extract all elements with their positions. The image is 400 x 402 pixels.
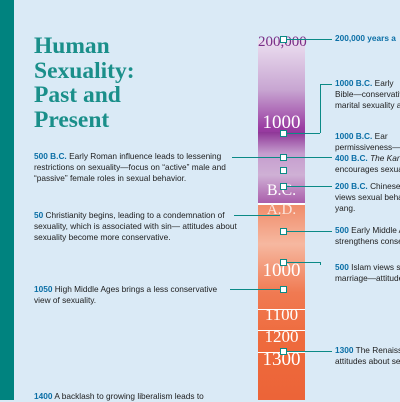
timeline-entry-right: 200,000 years a — [335, 33, 396, 44]
connector-line — [286, 157, 332, 158]
connector-line — [320, 84, 332, 85]
timeline-marker — [280, 286, 287, 293]
entry-text: A backlash to growing liberalism leads t… — [54, 391, 204, 401]
entry-text: strengthens conse — [335, 236, 400, 246]
entry-year: 50 — [34, 210, 44, 220]
timeline-divider — [258, 309, 305, 310]
timeline-segment-bc-ad-divider — [258, 203, 305, 205]
entry-year: 1000 B.C. — [335, 131, 373, 141]
timeline-entry-left: 1400 A backlash to growing liberalism le… — [34, 391, 204, 402]
timeline-entry-left: 500 B.C. Early Roman influence leads to … — [34, 151, 234, 184]
entry-text: marriage—attitude — [335, 273, 400, 283]
entry-text: Early — [374, 78, 394, 88]
entry-year: 1050 — [34, 284, 53, 294]
entry-text: Bible—conservativ — [335, 89, 400, 99]
entry-text: Islam views s — [351, 262, 400, 272]
timeline-label-1200: 1200 — [264, 327, 299, 346]
entry-year: 400 B.C. — [335, 153, 368, 163]
timeline-entry-right: 1300 The Renaiss attitudes about sex — [335, 345, 400, 367]
timeline-entry-left: 1050 High Middle Ages brings a less cons… — [34, 284, 234, 306]
entry-text: views sexual behav — [335, 192, 400, 202]
timeline-label-ad: A.D. — [266, 202, 297, 218]
connector-line — [232, 157, 280, 158]
timeline-entry-left: 50 Christianity begins, leading to a con… — [34, 210, 239, 243]
entry-text: permissiveness—m — [335, 142, 400, 152]
entry-text: The Renaiss — [355, 345, 400, 355]
left-accent-bar — [0, 0, 14, 400]
connector-line — [286, 186, 332, 187]
entry-year: 500 — [335, 225, 349, 235]
entry-text: attitudes about sex — [335, 356, 400, 366]
timeline-entry-right: 1000 B.C. Ear permissiveness—m — [335, 131, 400, 153]
connector-line — [286, 351, 332, 352]
timeline-label-1000bc: 1000 — [262, 112, 301, 133]
entry-text: Ear — [374, 131, 388, 141]
entry-year: 200 B.C. — [335, 181, 368, 191]
entry-text: High Middle Ages brings a less conservat… — [34, 284, 218, 305]
timeline-label-1300: 1300 — [262, 349, 301, 370]
connector-line — [320, 262, 321, 265]
connector-line — [234, 215, 280, 216]
connector-line — [286, 262, 320, 263]
entry-text: Early Roman influence leads to lessening… — [34, 151, 226, 183]
connector-line — [286, 231, 332, 232]
timeline-entry-right: 200 B.C. Chinese views sexual behav yang… — [335, 181, 400, 214]
entry-year: 500 — [335, 262, 349, 272]
timeline-entry-right: 500 Early Middle A strengthens conse — [335, 225, 400, 247]
timeline-marker — [280, 167, 287, 174]
timeline-entry-right: 500 Islam views s marriage—attitude — [335, 262, 400, 284]
entry-text: The Kar — [370, 153, 400, 163]
title-line: Human — [34, 33, 110, 59]
timeline-label-1000: 1000 — [262, 260, 301, 281]
title-line: Sexuality: — [34, 57, 135, 84]
entry-text: yang. — [335, 203, 356, 213]
timeline-column: 200,000 1000 B.C. A.D. 1000 1100 1200 13… — [258, 34, 307, 400]
entry-text: encourages sexual — [335, 164, 400, 174]
page-title: Human Sexuality: Past and Present — [34, 34, 194, 132]
timeline-segment-ad — [258, 205, 305, 400]
title-line: Present — [34, 106, 110, 133]
entry-text: Early Middle A — [351, 225, 400, 235]
entry-text: Chinese — [370, 181, 400, 191]
entry-year: 1000 B.C. — [335, 78, 373, 88]
timeline-label-1100: 1100 — [264, 305, 299, 324]
timeline-entry-right: 400 B.C. The Kar encourages sexual — [335, 153, 400, 175]
connector-line — [230, 289, 280, 290]
entry-year: 200,000 years a — [335, 33, 396, 43]
entry-text: marital sexuality a — [335, 100, 400, 110]
connector-line — [320, 84, 321, 133]
entry-year: 500 B.C. — [34, 151, 67, 161]
entry-year: 1400 — [34, 391, 53, 401]
connector-line — [286, 39, 332, 40]
entry-text: Christianity begins, leading to a condem… — [34, 210, 237, 242]
connector-line — [286, 133, 320, 134]
title-line: Past and — [34, 82, 121, 108]
timeline-divider — [258, 330, 305, 331]
timeline-entry-right: 1000 B.C. Early Bible—conservativ marita… — [335, 78, 400, 111]
entry-year: 1300 — [335, 345, 354, 355]
